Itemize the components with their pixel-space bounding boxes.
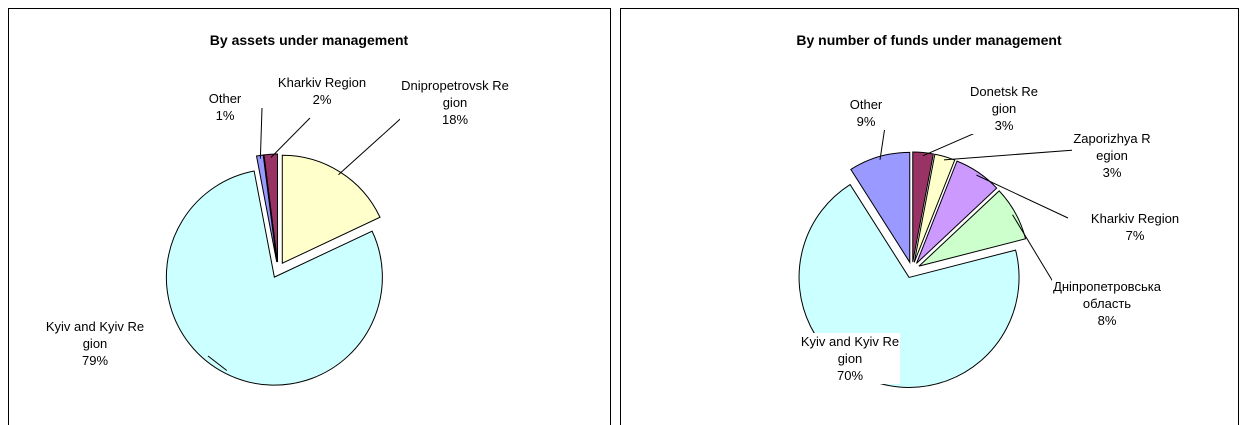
data-label: Other 9% [836, 96, 896, 130]
value-label: 3% [994, 118, 1014, 133]
data-label: Kharkiv Region 2% [260, 74, 384, 108]
data-label: Donetsk Region 3% [968, 83, 1040, 134]
category-label: Zaporizhya Region [1073, 131, 1151, 163]
value-label: 8% [1097, 313, 1117, 328]
pie-slice [281, 154, 381, 265]
data-label: Kyiv and Kyiv Region 70% [800, 333, 900, 384]
value-label: 9% [856, 114, 876, 129]
chart-title: By number of funds under management [796, 32, 1062, 48]
panel [8, 8, 611, 425]
data-label: Kharkiv Region 7% [1070, 210, 1200, 244]
pie-slice [916, 160, 998, 264]
category-label: Kharkiv Region [1090, 211, 1180, 226]
panel [620, 8, 1239, 425]
category-label: Kyiv and Kyiv Region [800, 334, 900, 366]
value-label: 2% [312, 92, 332, 107]
pie-slice [165, 170, 383, 386]
leader-line [976, 174, 1069, 219]
category-label: Дніпропетровська область [1053, 279, 1161, 311]
category-label: Dnipropetrovsk Region [401, 78, 509, 110]
value-label: 18% [441, 112, 469, 127]
data-label: Dnipropetrovsk Region 18% [400, 77, 510, 128]
data-label: Other 1% [195, 90, 255, 124]
value-label: 3% [1102, 165, 1122, 180]
category-label: Donetsk Region [970, 84, 1038, 116]
pie-slice [918, 190, 1027, 267]
value-label: 1% [215, 108, 235, 123]
leader-line [1012, 214, 1059, 291]
data-label: Kyiv and Kyiv Region 79% [45, 318, 145, 369]
chart-title: By assets under management [209, 32, 409, 48]
category-label: Other [208, 91, 242, 106]
value-label: 70% [836, 368, 864, 383]
pie-slice [913, 153, 956, 263]
pie-slice [850, 151, 911, 265]
data-label: Дніпропетровська область 8% [1052, 278, 1162, 329]
leader-line [338, 111, 409, 176]
leader-line [270, 117, 311, 158]
value-label: 79% [81, 353, 109, 368]
category-label: Kharkiv Region [277, 75, 367, 90]
leader-line [259, 107, 263, 159]
pie-slice [255, 154, 278, 263]
pie-slice [263, 153, 278, 263]
pie-slice [912, 151, 934, 263]
data-label: Zaporizhya Region 3% [1072, 130, 1152, 181]
category-label: Other [849, 97, 883, 112]
value-label: 7% [1125, 228, 1145, 243]
leader-line [943, 149, 1076, 161]
category-label: Kyiv and Kyiv Region [45, 319, 145, 351]
leader-line [207, 355, 228, 371]
